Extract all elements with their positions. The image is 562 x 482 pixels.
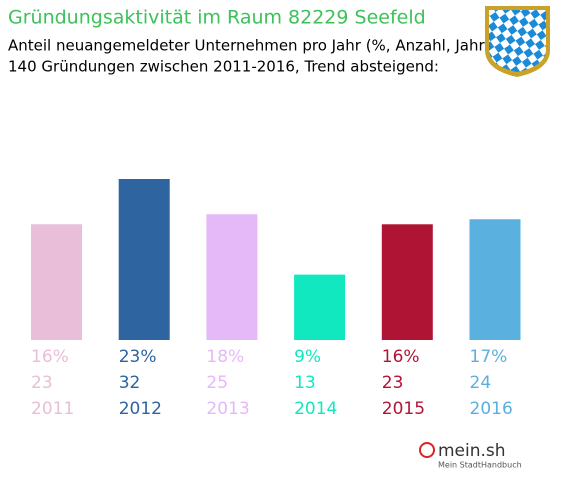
count-label: 23 <box>31 373 53 393</box>
bar <box>31 224 82 340</box>
share-label: 16% <box>31 347 69 367</box>
logo-icon <box>419 442 435 458</box>
count-label: 13 <box>294 373 316 393</box>
share-label: 16% <box>382 347 420 367</box>
subtitle: Anteil neuangemeldeter Unternehmen pro J… <box>8 37 491 55</box>
bar <box>381 224 433 340</box>
share-label: 23% <box>119 347 157 367</box>
bar <box>294 274 346 340</box>
share-label: 9% <box>294 347 321 367</box>
brand-logo: mein.sh Mein StadtHandbuch <box>419 441 522 470</box>
share-label: 17% <box>470 347 508 367</box>
bar <box>118 179 170 340</box>
coat-of-arms <box>485 6 550 77</box>
year-label: 2013 <box>206 399 249 419</box>
brand-tagline: Mein StadtHandbuch <box>438 461 522 470</box>
count-label: 24 <box>470 373 492 393</box>
brand-name: mein.sh <box>438 441 506 461</box>
count-label: 23 <box>382 373 404 393</box>
year-label: 2015 <box>382 399 425 419</box>
count-label: 25 <box>206 373 228 393</box>
year-label: 2016 <box>470 399 513 419</box>
bar <box>206 214 258 340</box>
year-label: 2012 <box>119 399 162 419</box>
chart-title: Gründungsaktivität im Raum 82229 Seefeld <box>8 7 426 29</box>
subtitle: 140 Gründungen zwischen 2011-2016, Trend… <box>8 58 439 76</box>
bar <box>469 219 521 340</box>
year-label: 2011 <box>31 399 74 419</box>
year-label: 2014 <box>294 399 337 419</box>
share-label: 18% <box>206 347 244 367</box>
count-label: 32 <box>119 373 141 393</box>
